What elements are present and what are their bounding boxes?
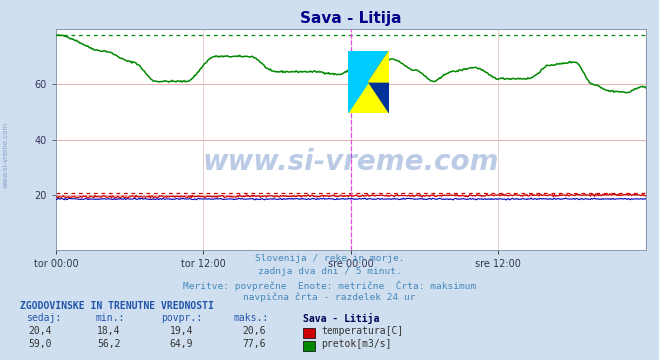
Title: Sava - Litija: Sava - Litija (300, 11, 402, 26)
Text: 77,6: 77,6 (242, 339, 266, 349)
Text: 59,0: 59,0 (28, 339, 51, 349)
Text: 19,4: 19,4 (169, 326, 193, 336)
Text: maks.:: maks.: (234, 313, 269, 323)
Text: Slovenija / reke in morje.: Slovenija / reke in morje. (255, 254, 404, 263)
Text: ZGODOVINSKE IN TRENUTNE VREDNOSTI: ZGODOVINSKE IN TRENUTNE VREDNOSTI (20, 301, 214, 311)
Polygon shape (368, 51, 389, 113)
Text: navpična črta - razdelek 24 ur: navpična črta - razdelek 24 ur (243, 293, 416, 302)
Polygon shape (348, 51, 368, 113)
Text: www.si-vreme.com: www.si-vreme.com (203, 148, 499, 176)
Polygon shape (368, 51, 389, 82)
Text: Sava - Litija: Sava - Litija (303, 313, 380, 324)
Text: 64,9: 64,9 (169, 339, 193, 349)
Text: povpr.:: povpr.: (161, 313, 202, 323)
Text: 18,4: 18,4 (97, 326, 121, 336)
Text: sedaj:: sedaj: (26, 313, 61, 323)
Text: temperatura[C]: temperatura[C] (322, 326, 404, 336)
Text: zadnja dva dni / 5 minut.: zadnja dva dni / 5 minut. (258, 267, 401, 276)
Text: 20,4: 20,4 (28, 326, 51, 336)
Text: 56,2: 56,2 (97, 339, 121, 349)
Text: Meritve: povprečne  Enote: metrične  Črta: maksimum: Meritve: povprečne Enote: metrične Črta:… (183, 280, 476, 291)
Text: pretok[m3/s]: pretok[m3/s] (322, 339, 392, 349)
Text: min.:: min.: (96, 313, 125, 323)
Text: 20,6: 20,6 (242, 326, 266, 336)
Polygon shape (348, 51, 389, 82)
Text: www.si-vreme.com: www.si-vreme.com (2, 122, 9, 188)
Polygon shape (348, 82, 389, 113)
